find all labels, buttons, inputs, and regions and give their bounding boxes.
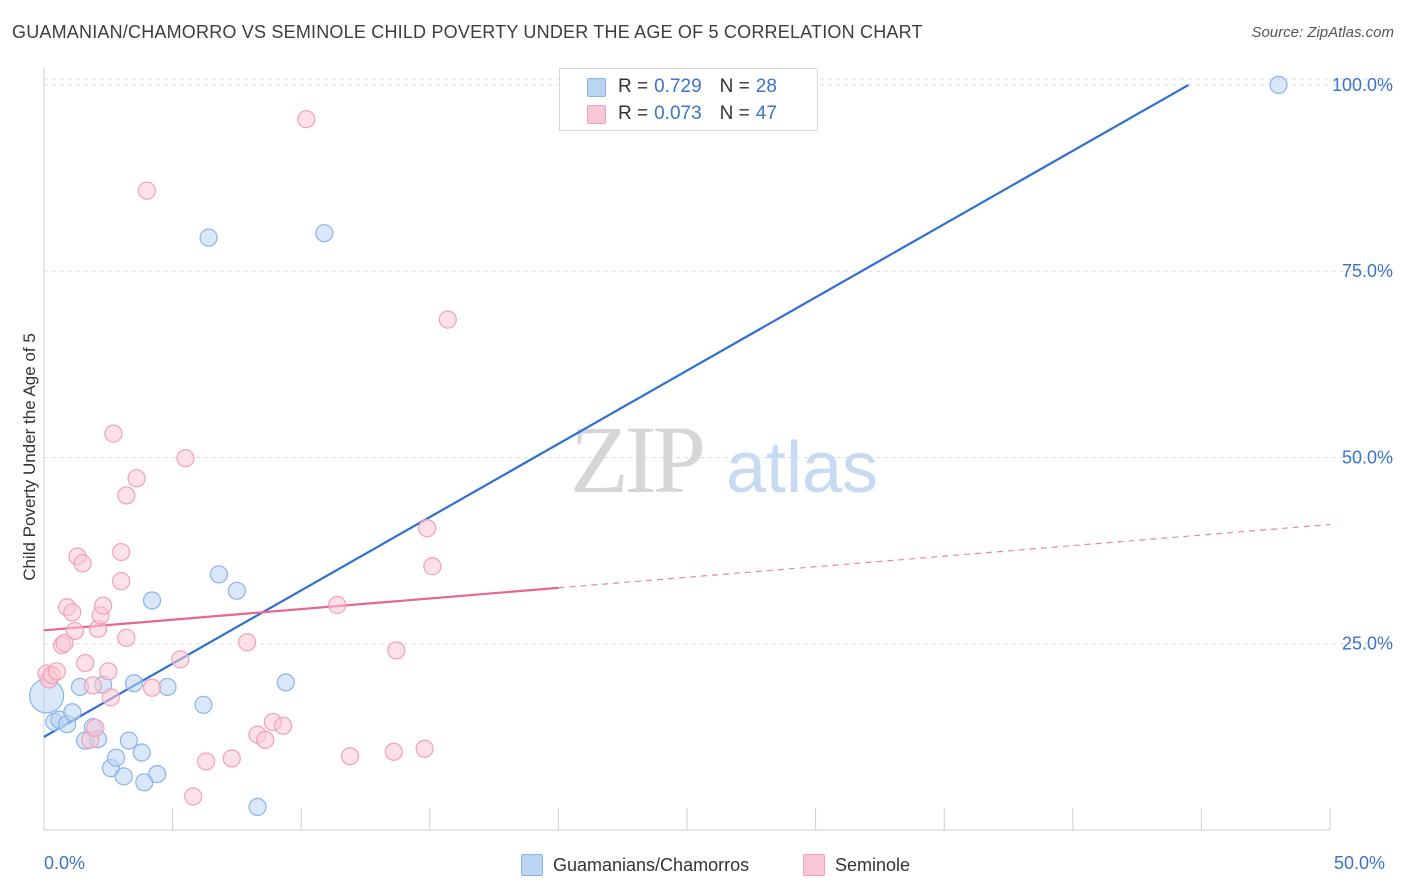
point-seminole [418,519,437,538]
point-seminole [76,653,95,673]
point-seminole [222,749,241,768]
point-guamanian [132,743,151,762]
watermark-atlas: atlas [726,428,878,508]
point-guamanian [158,677,177,697]
legend-swatch-seminole [587,104,606,124]
point-seminole [117,486,136,505]
point-guamanian [276,673,295,692]
point-seminole [256,730,275,749]
point-seminole [55,633,74,653]
legend-r-value: 0.729 [654,76,702,97]
point-guamanian [124,674,144,693]
chart-title: GUAMANIAN/CHAMORRO VS SEMINOLE CHILD POV… [12,22,923,42]
trend-line-seminole-extrapolated [558,523,1331,589]
point-seminole [104,424,123,443]
point-seminole [176,449,195,468]
point-guamanian [227,581,246,600]
bottom-legend-guamanian: Guamanians/Chamorros [521,852,749,878]
bottom-legend-label: Seminole [835,854,911,875]
point-seminole [384,742,403,761]
y-tick-label: 25.0% [1342,634,1393,654]
point-seminole [387,641,406,660]
y-tick-labels: 25.0% 50.0% 75.0% 100.0% [1332,75,1393,654]
point-seminole [142,678,162,697]
x-tick-label-max: 50.0% [1334,853,1386,873]
point-seminole [171,650,190,669]
point-seminole [47,662,66,681]
point-seminole [137,181,156,200]
point-guamanian [248,797,267,817]
y-tick-label: 100.0% [1332,75,1393,95]
point-guamanian [148,765,167,784]
legend-r-value: 0.073 [654,103,702,124]
y-axis-label: Child Poverty Under the Age of 5 [20,333,39,581]
watermark-zip: ZIP [570,406,703,513]
point-seminole [73,554,92,573]
point-seminole [340,747,360,766]
legend-n-label: N = [719,103,750,124]
point-guamanian [1269,75,1288,95]
correlation-legend: R = 0.729 N = 28 R = 0.073 N = 47 [559,68,818,131]
point-guamanian [315,224,334,243]
point-seminole [112,572,131,591]
point-guamanian [135,773,154,792]
point-seminole [99,662,118,681]
point-seminole [438,310,457,329]
point-guamanian [199,228,218,247]
point-seminole [196,752,216,771]
point-seminole [423,557,442,576]
point-seminole [415,739,434,758]
point-seminole [86,718,105,738]
trend-line-guamanian [43,83,1190,738]
legend-swatch-guamanian [587,77,606,97]
point-seminole [184,787,203,806]
legend-row-guamanian: R = 0.729 N = 28 [587,75,777,99]
legend-n-value: 47 [755,103,777,124]
bottom-legend-seminole: Seminole [803,852,910,878]
point-seminole [127,469,146,488]
point-seminole [65,621,84,641]
legend-n-label: N = [719,76,750,97]
point-guamanian [63,703,82,722]
point-guamanian [194,695,213,714]
point-guamanian [209,565,228,584]
x-tick-label-min: 0.0% [44,853,86,873]
point-seminole [63,603,82,622]
point-seminole [101,688,120,707]
bottom-legend-swatch-seminole [803,854,825,876]
point-seminole [117,628,136,647]
data-points [28,75,1288,817]
point-seminole [83,676,102,695]
legend-row-seminole: R = 0.073 N = 47 [587,102,777,126]
y-tick-label: 75.0% [1342,261,1393,281]
point-guamanian [106,748,126,767]
point-seminole [328,595,347,615]
legend-n-value: 28 [755,76,777,97]
watermark: ZIP atlas [570,406,878,513]
legend-r-label: R = [618,103,649,124]
point-seminole [297,110,316,129]
source-label: Source: ZipAtlas.com [1251,24,1394,41]
point-seminole [94,596,113,615]
point-guamanian [142,591,162,610]
point-seminole [238,633,257,652]
grid-lines [44,78,1392,645]
bottom-legend-swatch-guamanian [521,854,543,876]
trend-line-seminole [43,586,559,632]
legend-r-label: R = [618,76,649,97]
point-seminole [274,716,293,735]
point-guamanian [119,731,138,750]
point-guamanian [114,767,133,786]
trend-lines [43,83,1331,738]
y-tick-label: 50.0% [1342,447,1393,467]
point-seminole [112,542,131,562]
bottom-legend-label: Guamanians/Chamorros [553,854,750,875]
